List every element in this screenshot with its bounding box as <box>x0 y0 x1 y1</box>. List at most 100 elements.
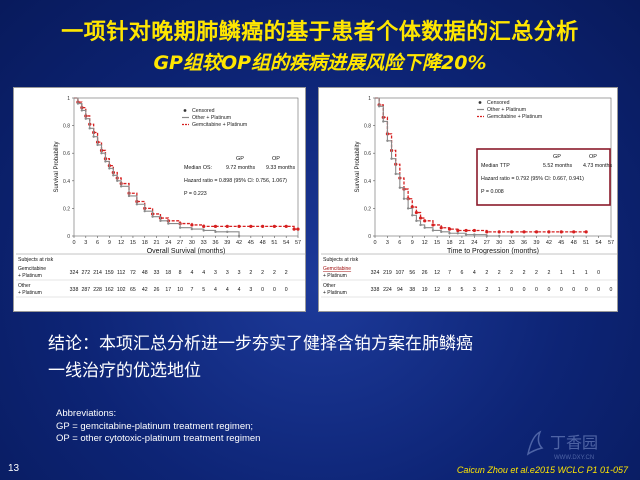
risk-cell: 219 <box>383 270 392 276</box>
censor-point-gp <box>485 230 489 234</box>
x-tick-label: 36 <box>212 240 218 246</box>
risk-cell: 65 <box>130 287 136 293</box>
os-km-chart: 00.20.40.60.810 3 6 9 12 15 18 21 24 27 30 33 36 39 42… <box>16 96 305 298</box>
risk-cell: 18 <box>165 270 171 276</box>
x-tick-label: 48 <box>571 240 577 246</box>
risk-cell: 3 <box>473 287 476 293</box>
risk-cell: 5 <box>461 287 464 293</box>
stats-label: Hazard ratio = 0.898 (95% CI: 0.756, 1.0… <box>184 178 287 184</box>
risk-cell: 0 <box>572 287 575 293</box>
censor-point-op <box>104 160 107 163</box>
x-axis-label: Overall Survival (months) <box>147 248 226 255</box>
x-tick-label: 12 <box>422 240 428 246</box>
censor-point-op <box>119 185 123 188</box>
x-tick-label: 54 <box>283 240 289 246</box>
censor-point-op <box>464 233 468 236</box>
censor-point-op <box>448 232 451 235</box>
censor-point-op <box>394 172 397 176</box>
risk-cell: 2 <box>249 270 252 276</box>
risk-cell: 42 <box>142 287 148 293</box>
risk-cell: 0 <box>610 287 613 293</box>
x-tick-label: 30 <box>496 240 502 246</box>
x-tick-label: 9 <box>108 240 111 246</box>
x-tick-label: 30 <box>189 240 195 246</box>
risk-cell: 0 <box>560 287 563 293</box>
censor-point-gp <box>202 224 206 228</box>
risk-cell: 0 <box>597 270 600 276</box>
censor-point-op <box>226 230 229 234</box>
censor-point-gp <box>559 230 563 234</box>
risk-cell: 7 <box>190 287 193 293</box>
stats-highlight-box <box>476 148 611 206</box>
legend-marker <box>478 101 482 104</box>
risk-row-label-suffix: + Platinum <box>18 273 42 279</box>
censor-point-op <box>485 234 488 238</box>
censor-point-gp <box>414 210 419 215</box>
censor-point-op <box>398 186 402 189</box>
x-tick-label: 39 <box>533 240 539 246</box>
risk-cell: 0 <box>273 287 276 293</box>
legend-entry: Gemcitabine + Platinum <box>192 122 247 128</box>
y-tick-label: 0 <box>368 234 371 240</box>
x-tick-label: 57 <box>295 240 301 246</box>
y-axis-label: Survival Probability <box>355 141 361 192</box>
risk-cell: 0 <box>547 287 550 293</box>
risk-cell: 2 <box>273 270 276 276</box>
risk-cell: 56 <box>409 270 415 276</box>
y-tick-label: 0.2 <box>63 206 70 212</box>
risk-cell: 0 <box>535 287 538 293</box>
censor-point-op <box>202 229 205 232</box>
risk-cell: 0 <box>523 287 526 293</box>
censor-point-op <box>402 197 406 200</box>
x-tick-label: 42 <box>546 240 552 246</box>
risk-cell: 4 <box>238 287 241 293</box>
censor-point-gp <box>497 230 501 234</box>
risk-cell: 12 <box>434 287 440 293</box>
x-tick-label: 27 <box>177 240 183 246</box>
legend-entry: Other + Platinum <box>487 107 526 113</box>
censor-point-gp <box>249 224 253 228</box>
x-tick-label: 18 <box>142 240 148 246</box>
conclusion: 结论：本项汇总分析进一步夯实了健择含铂方案在肺鳞癌 一线治疗的优选地位 <box>48 331 473 385</box>
x-axis-label: Time to Progression (months) <box>447 248 539 255</box>
risk-cell: 0 <box>261 287 264 293</box>
os-chart-panel: 0 0.2 0.4 0.6 0.8 1 0 3 6 9 12 15 18 21 24 27 30 33 36 39 42… <box>13 87 306 312</box>
censor-point-op <box>237 234 241 238</box>
risk-cell: 2 <box>547 270 550 276</box>
abbr-heading: Abbreviations: <box>56 408 117 419</box>
watermark-text: 丁香园 <box>550 434 598 452</box>
y-tick-label: 0.6 <box>364 151 371 157</box>
censor-point-gp <box>423 219 427 223</box>
legend-entry: Gemcitabine + Platinum <box>487 114 542 120</box>
x-tick-label: 24 <box>165 240 171 246</box>
legend-entry: Other + Platinum <box>192 115 231 121</box>
x-tick-label: 18 <box>446 240 452 246</box>
censor-point-op <box>96 143 99 147</box>
censor-point-gp <box>447 227 452 231</box>
risk-table-heading: Subjects at risk <box>323 257 359 263</box>
risk-cell: 4 <box>202 270 205 276</box>
risk-cell: 2 <box>498 270 501 276</box>
risk-cell: 3 <box>226 270 229 276</box>
risk-cell: 4 <box>226 287 229 293</box>
censor-point-gp <box>261 224 265 228</box>
censor-point-op <box>88 127 91 130</box>
censor-point-gp <box>534 230 539 234</box>
risk-row-label: Gemcitabine <box>18 266 46 272</box>
x-tick-label: 15 <box>130 240 136 246</box>
x-tick-label: 6 <box>96 240 99 246</box>
risk-cell: 102 <box>117 287 126 293</box>
risk-row-label: Gemcitabine <box>323 266 351 272</box>
censor-point-gp <box>584 230 588 234</box>
censor-point-op <box>84 117 87 120</box>
y-tick-label: 0.4 <box>63 179 70 185</box>
series-line-gp <box>375 97 587 233</box>
page-number: 13 <box>8 463 20 474</box>
risk-cell: 72 <box>130 270 136 276</box>
y-tick-label: 0.8 <box>364 124 371 130</box>
y-axis-label: Survival Probability <box>54 141 60 192</box>
x-tick-label: 27 <box>484 240 490 246</box>
abbr-gp: GP = gemcitabine-platinum treatment regi… <box>56 420 254 432</box>
censor-point-gp <box>547 230 551 234</box>
x-tick-label: 42 <box>236 240 242 246</box>
